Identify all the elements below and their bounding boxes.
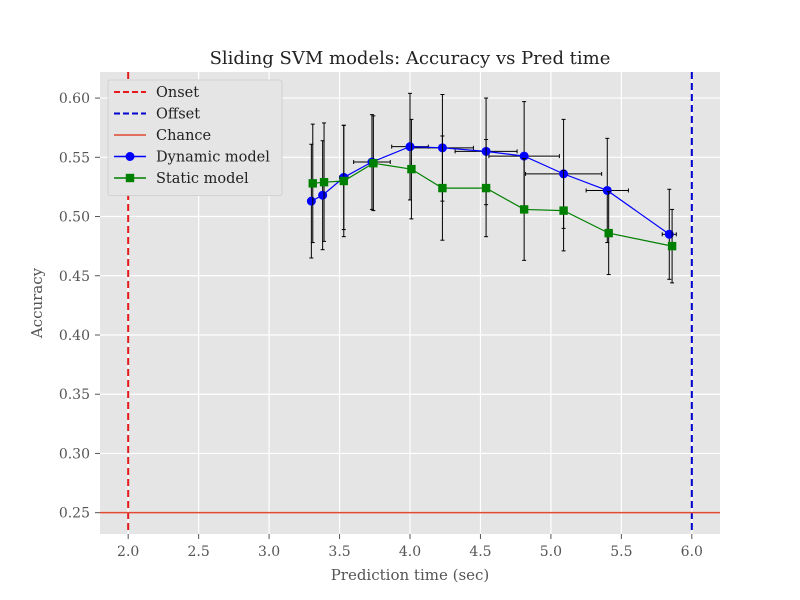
static-model-point — [559, 206, 568, 215]
y-tick-label: 0.45 — [59, 269, 90, 285]
static-model-point — [438, 183, 447, 193]
static-model-point — [667, 241, 677, 251]
static-model-point — [339, 176, 348, 186]
x-tick-label: 5.0 — [540, 544, 562, 560]
x-tick-label: 3.5 — [328, 544, 350, 560]
x-tick-label: 3.0 — [258, 544, 280, 560]
legend-marker-static-model — [125, 173, 135, 183]
y-tick-label: 0.40 — [59, 328, 90, 344]
legend: Onset Offset Chance Dynamic model Static mod… — [107, 79, 283, 196]
dynamic-model-point — [664, 229, 674, 239]
y-tick-label: 0.60 — [59, 91, 90, 107]
static-model-point — [308, 179, 317, 188]
static-model-point — [407, 164, 416, 174]
x-tick-label: 4.0 — [399, 544, 421, 560]
legend-label-static-model: Static model — [156, 171, 249, 187]
y-tick-label: 0.25 — [59, 506, 90, 522]
chart-title: Sliding SVM models: Accuracy vs Pred tim… — [210, 48, 611, 69]
y-tick-label: 0.50 — [59, 210, 90, 226]
legend-label-chance: Chance — [156, 128, 211, 144]
tick-labels: 2.0 2.5 3.0 3.5 4.0 4.5 5.0 5.5 6.0 0.25 0.30 0.35 0… — [59, 91, 703, 560]
dynamic-model-point — [519, 151, 529, 161]
dynamic-model-point — [318, 190, 328, 200]
static-model-point — [519, 205, 529, 214]
legend-label-offset: Offset — [156, 107, 200, 123]
dynamic-model-point — [405, 142, 415, 152]
y-tick-label: 0.35 — [59, 387, 90, 403]
static-model-point — [604, 228, 613, 238]
x-tick-label: 5.5 — [610, 544, 632, 560]
legend-label-onset: Onset — [156, 85, 199, 101]
x-axis-label: Prediction time (sec) — [331, 566, 490, 584]
series-layer — [306, 92, 677, 284]
x-tick-label: 4.5 — [469, 544, 491, 560]
legend-box — [107, 79, 283, 196]
static-model-point — [369, 159, 378, 168]
legend-marker-dynamic-model — [125, 152, 135, 161]
x-tick-label: 2.5 — [188, 544, 210, 560]
x-tick-label: 6.0 — [681, 544, 703, 560]
y-axis-label: Accuracy — [28, 267, 46, 339]
static-model-point — [319, 177, 329, 187]
dynamic-model-point — [602, 185, 612, 195]
y-tick-label: 0.30 — [59, 446, 90, 462]
x-tick-label: 2.0 — [117, 544, 139, 560]
y-tick-label: 0.55 — [59, 150, 90, 166]
dynamic-model-point — [306, 196, 316, 206]
static-model-series — [308, 115, 677, 284]
legend-label-dynamic-model: Dynamic model — [156, 150, 270, 166]
static-model-point — [481, 183, 491, 193]
